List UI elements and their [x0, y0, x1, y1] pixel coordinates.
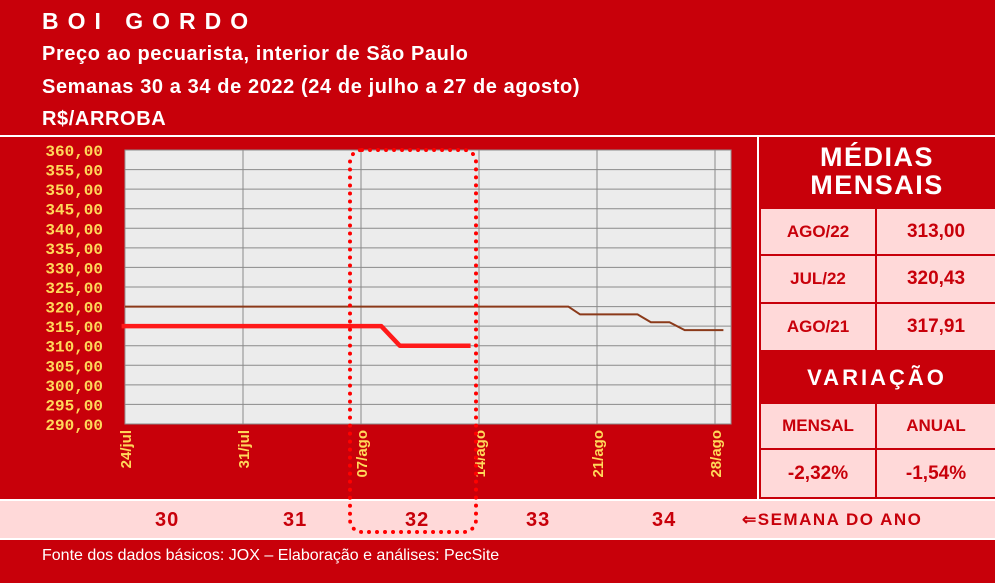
medias-title-line1: MÉDIAS: [819, 142, 934, 172]
y-tick-label: 325,00: [45, 280, 103, 298]
medias-title: MÉDIAS MENSAIS: [759, 143, 995, 199]
week-number: 30: [155, 509, 180, 531]
x-tick-label: 14/ago: [472, 430, 489, 478]
x-tick-label: 07/ago: [354, 430, 371, 478]
y-tick-label: 300,00: [45, 378, 103, 396]
left-arrow-icon: ⇐: [742, 510, 758, 529]
side-panel: MÉDIAS MENSAIS AGO/22 313,00 JUL/22 320,…: [759, 137, 995, 499]
subtitle-unit: R$/ARROBA: [42, 108, 167, 130]
variacao-anual-value: -1,54%: [877, 450, 995, 497]
subtitle-weeks: Semanas 30 a 34 de 2022 (24 de julho a 2…: [42, 76, 581, 98]
medias-row-2-label: JUL/22: [761, 256, 875, 302]
y-tick-label: 330,00: [45, 260, 103, 278]
y-tick-label: 340,00: [45, 221, 103, 239]
y-tick-label: 315,00: [45, 319, 103, 337]
y-tick-label: 360,00: [45, 143, 103, 161]
footer-bar: Fonte dos dados básicos: JOX – Elaboraçã…: [0, 540, 995, 583]
week-number: 31: [283, 509, 308, 531]
x-tick-label: 28/ago: [708, 430, 725, 478]
week-number: 32: [405, 509, 430, 531]
y-tick-label: 355,00: [45, 163, 103, 181]
y-tick-label: 345,00: [45, 202, 103, 220]
variacao-head-mensal: MENSAL: [761, 404, 875, 448]
medias-title-line2: MENSAIS: [810, 170, 944, 200]
series-line: [125, 305, 724, 332]
medias-row-2-value: 320,43: [877, 256, 995, 302]
medias-row-1-label: AGO/22: [761, 209, 875, 254]
medias-row-3-label: AGO/21: [761, 304, 875, 350]
page-title: BOI GORDO: [42, 8, 258, 34]
y-tick-label: 320,00: [45, 300, 103, 318]
variacao-head-anual: ANUAL: [877, 404, 995, 448]
variacao-mensal-value: -2,32%: [761, 450, 875, 497]
y-tick-label: 350,00: [45, 182, 103, 200]
week-label-text: SEMANA DO ANO: [757, 510, 923, 529]
week-number: 34: [652, 509, 677, 531]
source-note: Fonte dos dados básicos: JOX – Elaboraçã…: [42, 547, 500, 564]
x-tick-label: 21/ago: [590, 430, 607, 478]
week-strip: 30 31 32 33 34 ⇐SEMANA DO ANO: [0, 501, 995, 538]
y-tick-label: 305,00: [45, 358, 103, 376]
series-line: [121, 323, 471, 348]
variacao-title: VARIAÇÃO: [807, 365, 947, 390]
y-tick-label: 310,00: [45, 339, 103, 357]
medias-row-1-value: 313,00: [877, 209, 995, 254]
x-tick-label: 31/jul: [236, 430, 253, 468]
week-axis-label: ⇐SEMANA DO ANO: [742, 510, 922, 530]
y-tick-label: 335,00: [45, 241, 103, 259]
subtitle-price: Preço ao pecuarista, interior de São Pau…: [42, 43, 469, 65]
y-tick-label: 295,00: [45, 397, 103, 415]
y-tick-label: 290,00: [45, 417, 103, 435]
header-banner: BOI GORDO Preço ao pecuarista, interior …: [0, 0, 995, 135]
x-tick-label: 24/jul: [118, 430, 135, 468]
week-number: 33: [526, 509, 551, 531]
medias-row-3-value: 317,91: [877, 304, 995, 350]
